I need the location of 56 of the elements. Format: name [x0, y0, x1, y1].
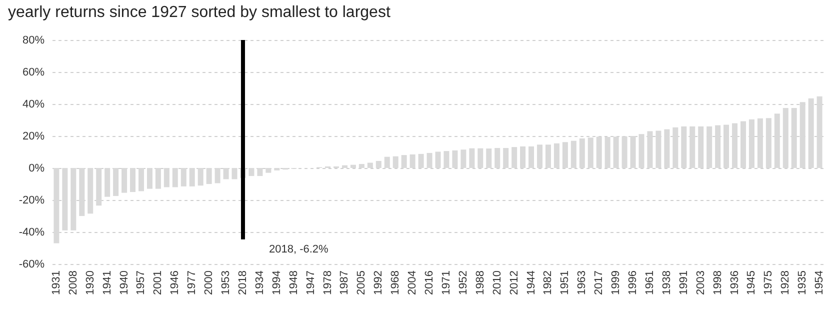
x-tick-label: 1940	[118, 270, 130, 295]
x-tick-label: 1957	[135, 270, 148, 295]
x-tick-label: 1944	[525, 270, 538, 295]
x-tick-label: 1931	[50, 270, 62, 295]
x-tick-label: 1954	[814, 270, 826, 295]
x-tick-label: 1968	[390, 270, 402, 295]
y-tick-label: 60%	[22, 66, 45, 78]
x-tick-label: 1948	[288, 270, 300, 295]
y-tick-label: 20%	[22, 130, 45, 142]
x-tick-label: 2008	[67, 270, 80, 295]
x-tick-label: 1988	[474, 270, 486, 295]
x-tick-label: 1963	[576, 270, 588, 295]
ref-line-label: 2018, -6.2%	[268, 243, 329, 256]
x-tick-label: 1952	[457, 270, 470, 295]
y-tick-label: -20%	[18, 194, 45, 206]
x-tick-label: 1978	[322, 270, 334, 295]
x-tick-label: 1928	[780, 270, 792, 295]
x-tick-label: 1938	[660, 270, 673, 295]
x-tick-label: 1975	[762, 270, 775, 295]
x-tick-label: 2016	[424, 270, 436, 295]
x-tick-label: 1994	[270, 270, 283, 295]
x-tick-label: 1935	[796, 270, 809, 295]
x-tick-label: 1998	[712, 270, 724, 295]
x-tick-label: 1971	[440, 270, 452, 295]
y-tick-label: 40%	[22, 98, 45, 110]
x-tick-label: 1941	[101, 270, 114, 295]
x-tick-label: 1999	[610, 270, 622, 295]
x-tick-label: 2017	[593, 270, 606, 295]
x-tick-label: 1946	[169, 270, 182, 295]
x-tick-label: 2004	[406, 270, 419, 295]
x-tick-label: 2012	[508, 270, 520, 295]
x-tick-label: 1936	[728, 270, 741, 295]
x-tick-label: 1992	[372, 270, 385, 295]
x-tick-label: 1996	[627, 270, 640, 295]
x-tick-label: 2010	[491, 270, 504, 295]
x-tick-label: 1982	[542, 270, 554, 295]
x-tick-label: 1930	[84, 270, 96, 295]
x-tick-label: 2018	[236, 270, 249, 295]
x-tick-label: 1947	[304, 270, 317, 295]
x-tick-label: 1951	[559, 270, 572, 295]
x-tick-label: 1961	[644, 270, 656, 295]
x-tick-label: 2005	[356, 270, 368, 295]
chart-title: yearly returns since 1927 sorted by smallest to largest	[8, 4, 391, 21]
x-tick-label: 2003	[694, 270, 707, 295]
x-tick-label: 1987	[338, 270, 351, 295]
x-tick-label: 1953	[220, 270, 232, 295]
x-tick-label: 1945	[746, 270, 758, 295]
x-tick-label: 2001	[152, 270, 164, 295]
x-tick-label: 1991	[678, 270, 690, 295]
x-tick-label: 2000	[203, 270, 216, 295]
y-tick-label: -60%	[18, 258, 45, 270]
y-tick-label: 80%	[22, 34, 45, 46]
y-tick-label: -40%	[18, 226, 45, 238]
x-tick-label: 1977	[186, 270, 198, 295]
y-tick-label: 0%	[28, 162, 45, 174]
x-tick-label: 1934	[254, 270, 266, 295]
